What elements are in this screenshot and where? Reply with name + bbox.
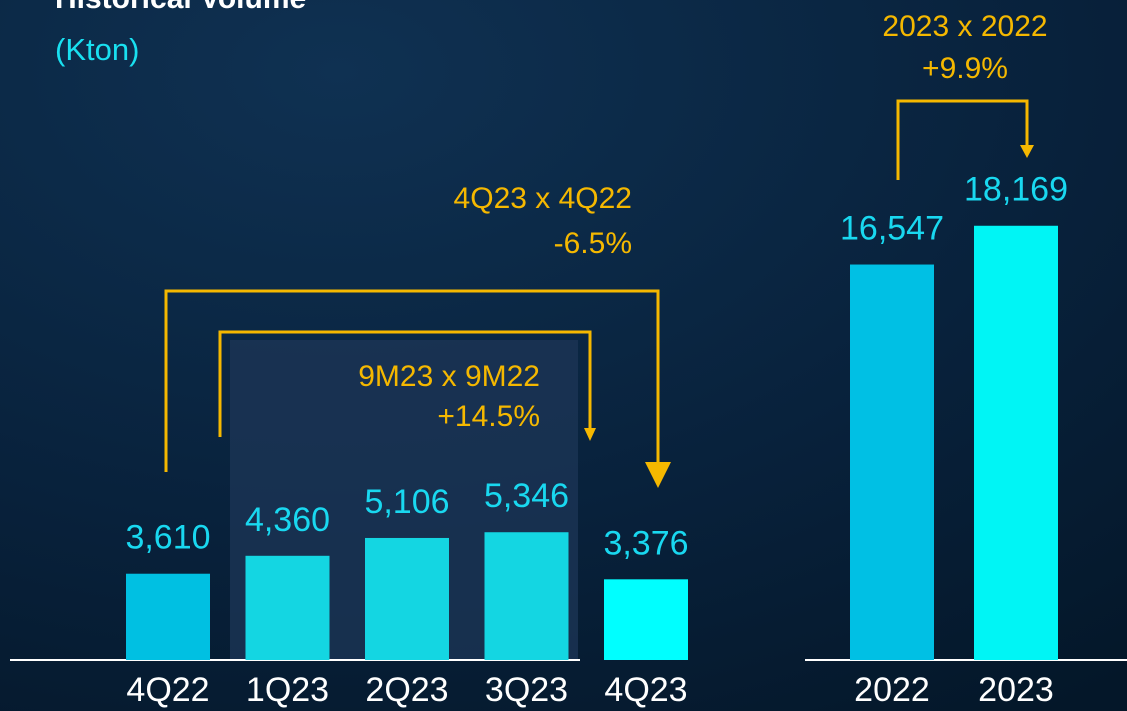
value-label: 16,547 — [840, 210, 944, 248]
value-label: 4,360 — [245, 501, 330, 539]
value-label: 3,610 — [125, 519, 210, 557]
annotation: -6.5% — [554, 227, 632, 260]
value-label: 18,169 — [964, 171, 1068, 209]
bar — [245, 555, 330, 660]
bracket — [896, 99, 1029, 180]
value-label: 3,376 — [603, 524, 688, 562]
bracket — [218, 330, 592, 437]
arrowhead — [645, 462, 671, 488]
bar — [126, 573, 210, 660]
annotation: 4Q23 x 4Q22 — [454, 182, 632, 215]
chart-title: Historical Volume — [55, 0, 306, 15]
bracket — [164, 289, 660, 472]
chart-subtitle: (Kton) — [55, 32, 139, 67]
x-tick-label: 4Q22 — [126, 671, 209, 709]
annotation: 2023 x 2022 — [882, 10, 1047, 43]
x-tick-label: 2Q23 — [365, 671, 448, 709]
arrowhead — [1020, 145, 1034, 158]
bar — [850, 264, 934, 660]
bar — [974, 225, 1058, 660]
x-tick-label: 2022 — [854, 671, 930, 709]
value-label: 5,106 — [364, 483, 449, 521]
x-tick-label: 2023 — [978, 671, 1054, 709]
arrowhead — [584, 428, 596, 441]
x-tick-label: 4Q23 — [604, 671, 687, 709]
annotation: +14.5% — [437, 400, 540, 433]
bar — [604, 579, 688, 660]
value-label: 5,346 — [484, 477, 569, 515]
annotation: +9.9% — [922, 52, 1008, 85]
bar — [365, 537, 449, 660]
bar — [484, 532, 569, 660]
x-tick-label: 1Q23 — [246, 671, 329, 709]
annotation: 9M23 x 9M22 — [358, 360, 540, 393]
x-tick-label: 3Q23 — [485, 671, 568, 709]
